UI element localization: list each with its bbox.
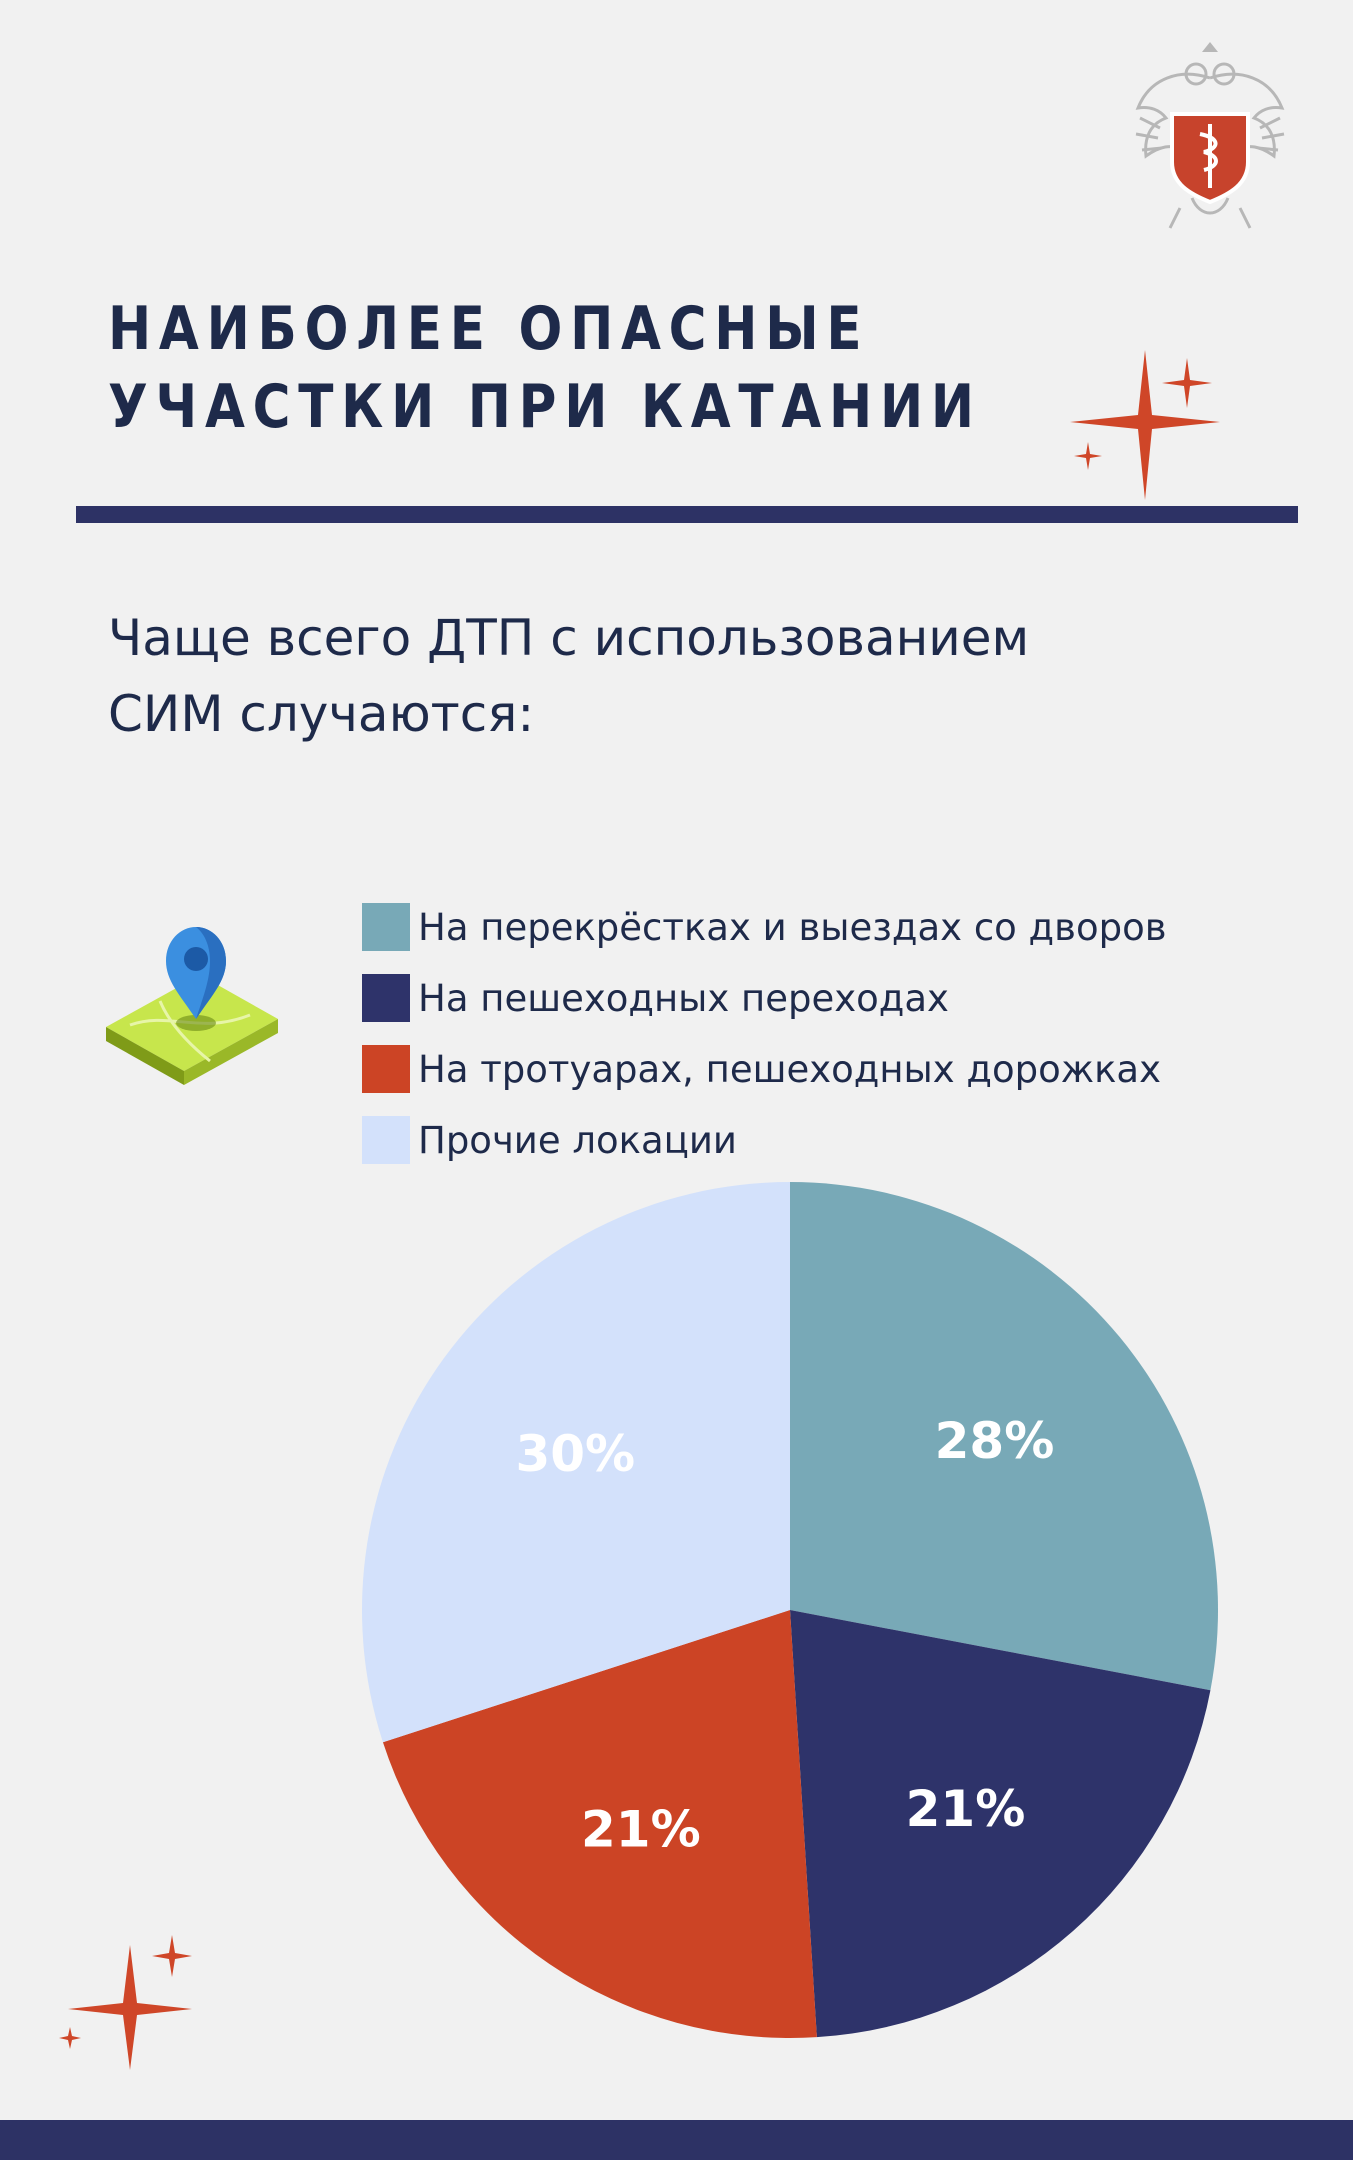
pie-slice-label: 21% [906,1780,1026,1838]
legend-label: Прочие локации [418,1118,737,1162]
legend-label: На тротуарах, пешеходных дорожках [418,1047,1161,1091]
sparkle-icon [1070,350,1220,500]
legend-label: На пешеходных переходах [418,976,949,1020]
sparkle-icon [59,1935,192,2070]
pie-slice [382,1610,817,2038]
pie-slice-label: 21% [581,1800,701,1858]
legend-item: Прочие локации [362,1116,1167,1164]
map-pin-icon [106,927,278,1085]
legend-label: На перекрёстках и выездах со дворов [418,905,1167,949]
legend-swatch [362,1045,410,1093]
page-title-line-1: НАИБОЛЕЕ ОПАСНЫЕ [108,294,870,364]
title-divider [76,506,1298,523]
pie-slice-label: 28% [935,1412,1055,1470]
pie-slice [790,1182,1218,1691]
emblem-icon [1135,42,1285,229]
chart-legend: На перекрёстках и выездах со дворов На п… [362,903,1167,1187]
page-title-line-2: УЧАСТКИ ПРИ КАТАНИИ [108,372,982,442]
subtitle: Чаще всего ДТП с использованием СИМ случ… [108,600,1258,752]
subtitle-line-1: Чаще всего ДТП с использованием [108,609,1030,667]
legend-item: На пешеходных переходах [362,974,1167,1022]
legend-swatch [362,903,410,951]
subtitle-line-2: СИМ случаются: [108,685,535,743]
pie-slice [790,1610,1211,2038]
pie-slice-label: 30% [515,1425,635,1483]
footer-bar [0,2120,1353,2160]
pie-chart: 28% 21% 21% 30% [361,1182,1218,2038]
legend-swatch [362,974,410,1022]
legend-swatch [362,1116,410,1164]
legend-item: На тротуарах, пешеходных дорожках [362,1045,1167,1093]
legend-item: На перекрёстках и выездах со дворов [362,903,1167,951]
page-title: НАИБОЛЕЕ ОПАСНЫЕ УЧАСТКИ ПРИ КАТАНИИ [108,290,982,446]
pie-slice [361,1182,790,1743]
